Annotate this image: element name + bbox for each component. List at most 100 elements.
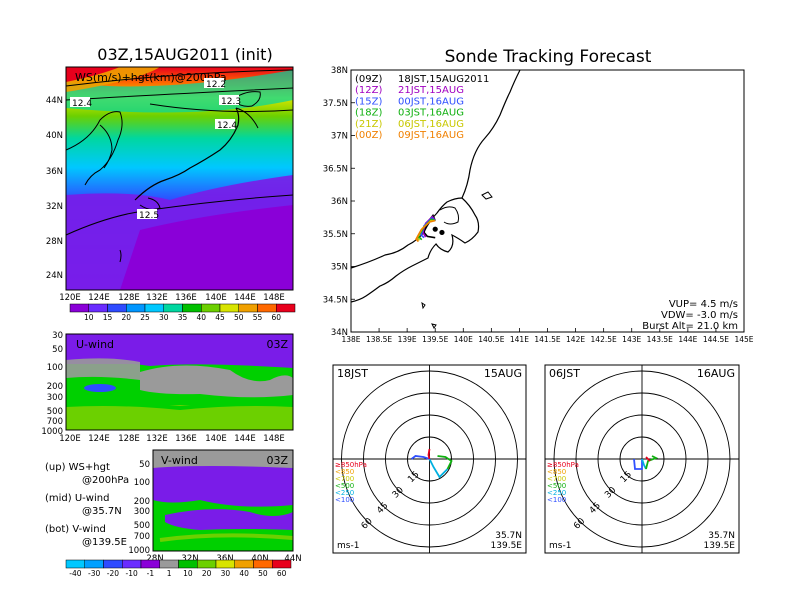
colorbar-swatch: [178, 559, 198, 569]
lon-tick: 138.5E: [366, 335, 392, 344]
lon-tick: 139.5E: [422, 335, 448, 344]
note-line: (bot) V-wind: [45, 524, 106, 535]
lat-tick: 34N: [331, 328, 348, 338]
colorbar-swatch: [84, 559, 104, 569]
lat-tick: 32N: [181, 554, 198, 564]
lat-tick: 40N: [46, 131, 63, 141]
lat-tick: 40N: [251, 554, 268, 564]
lon-tick: 132E: [146, 434, 168, 444]
p-tick: 500: [47, 407, 63, 417]
level-legend-item: <850: [335, 468, 354, 476]
lon-tick: 136E: [175, 434, 197, 444]
lat-tick: 44N: [46, 96, 63, 106]
panel-notes: (up) WS+hgt @200hPa (mid) U-wind @35.7N …: [45, 462, 129, 548]
hodo-time: 06JST: [549, 367, 580, 380]
lon-tick: 120E: [59, 434, 81, 444]
level-legend-item: <250: [547, 489, 566, 497]
level-legend-item: <700: [547, 475, 566, 483]
vwind-lat-ticks: 28N 32N 36N 40N 44N: [146, 554, 301, 564]
contour-label: 12.4: [72, 99, 92, 109]
lon-tick: 120E: [59, 293, 81, 303]
p-tick: 500: [134, 521, 150, 531]
colorbar-swatch: [197, 559, 217, 569]
colorbar-swatch: [65, 559, 85, 569]
hodograph-trace: [645, 455, 659, 470]
lat-tick: 35N: [331, 263, 348, 273]
param-vdw: VDW= -3.0 m/s: [661, 310, 738, 321]
contour-labels: 12.2 12.3 12.4 12.4 12.5: [70, 78, 241, 221]
ws-colorbar: 10 15 20 25 30 35 40 45 50 55 60: [69, 303, 296, 322]
lon-tick: 140E: [205, 434, 227, 444]
track-lat-ticks: 38N 37.5N 37N 36.5N 36N 35.5N 35N 34.5N 34N: [323, 66, 355, 338]
lon-tick: 144.5E: [703, 335, 729, 344]
colorbar-label: -40: [69, 569, 81, 578]
track-line: [415, 219, 436, 243]
note-line: @139.5E: [82, 537, 127, 548]
colorbar-label: 60: [271, 313, 281, 322]
level-legend-item: <100: [547, 496, 566, 504]
level-legend-item: <500: [335, 482, 354, 490]
lon-tick: 128E: [118, 434, 140, 444]
p-tick: 700: [134, 532, 150, 542]
p-tick: 1000: [128, 546, 150, 556]
p-tick: 50: [139, 460, 150, 470]
launch-jst: 03JST,16AUG: [398, 108, 464, 119]
p-tick: 700: [47, 417, 63, 427]
hodograph-trace: [633, 458, 643, 470]
level-legend-item: ≥850hPa: [547, 461, 579, 469]
lon-tick: 143.5E: [647, 335, 673, 344]
lon-tick: 143E: [622, 335, 641, 344]
launch-jst: 18JST,15AUG2011: [398, 74, 489, 85]
vwind-label: V-wind: [161, 454, 198, 467]
lon-tick: 132E: [146, 293, 168, 303]
lon-tick: 124E: [88, 434, 110, 444]
lon-tick: 142E: [566, 335, 585, 344]
colorbar-swatch: [88, 303, 108, 313]
level-legend-item: <250: [335, 489, 354, 497]
p-tick: 100: [47, 363, 63, 373]
lat-tick: 44N: [284, 554, 301, 564]
lon-tick: 139E: [398, 335, 417, 344]
colorbar-label: 55: [253, 313, 263, 322]
lat-tick: 36.5N: [323, 164, 348, 174]
colorbar-label: 60: [277, 569, 287, 578]
colorbar-swatch: [126, 303, 146, 313]
lat-tick: 36N: [216, 554, 233, 564]
colorbar-label: 50: [234, 313, 244, 322]
lat-tick: 28N: [46, 237, 63, 247]
lat-tick: 36N: [331, 197, 348, 207]
hodo-date: 15AUG: [484, 367, 522, 380]
level-legend-item: <850: [547, 468, 566, 476]
hodograph-trace: [428, 458, 449, 479]
ws-map-lon-ticks: 120E 124E 128E 132E 136E 140E 144E 148E: [59, 293, 285, 303]
launch-utc: (21Z): [355, 119, 382, 130]
island: [431, 323, 437, 329]
contour-label: 12.4: [217, 121, 237, 131]
level-legend-item: <100: [335, 496, 354, 504]
tracking-map-panel: (09Z) 18JST,15AUG2011 (12Z) 21JST,15AUG (15Z…: [323, 66, 754, 344]
sonde-params: VUP= 4.5 m/s VDW= -3.0 m/s Burst Alt= 21…: [642, 299, 738, 332]
hodo-unit: ms-1: [549, 541, 571, 551]
lon-tick: 140.5E: [478, 335, 504, 344]
colorbar-swatch: [163, 303, 183, 313]
lon-tick: 141.5E: [534, 335, 560, 344]
lon-tick: 148E: [263, 293, 285, 303]
note-line: @35.7N: [82, 506, 122, 517]
launch-jst: 00JST,16AUG: [398, 96, 464, 107]
note-line: @200hPa: [82, 475, 129, 486]
lat-tick: 37.5N: [323, 99, 348, 109]
lat-tick: 35.5N: [323, 230, 348, 240]
lon-tick: 148E: [263, 434, 285, 444]
vwind-panel: V-wind 03Z 50 100 200 300 500 700 1000 2…: [128, 449, 302, 564]
lon-tick: 128E: [118, 293, 140, 303]
colorbar-label: 10: [84, 313, 94, 322]
colorbar-swatch: [69, 303, 89, 313]
lon-tick: 138E: [341, 335, 360, 344]
colorbar-swatch: [215, 559, 235, 569]
colorbar-label: -1: [147, 569, 155, 578]
level-legend-item: <700: [335, 475, 354, 483]
param-burst: Burst Alt= 21.0 km: [642, 321, 738, 332]
lon-tick: 124E: [88, 293, 110, 303]
island: [421, 301, 426, 310]
